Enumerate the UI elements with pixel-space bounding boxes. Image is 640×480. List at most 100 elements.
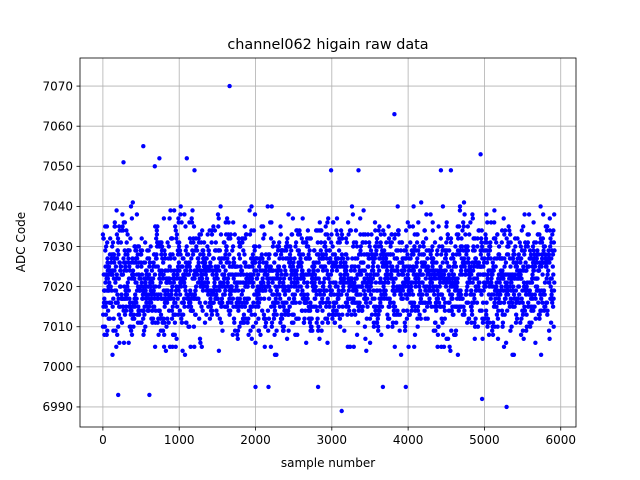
data-point	[469, 272, 474, 277]
data-point	[547, 336, 552, 341]
data-point	[139, 236, 144, 241]
data-point	[307, 308, 313, 313]
data-point	[411, 300, 417, 305]
data-point	[240, 288, 245, 293]
data-point	[382, 248, 387, 253]
data-point	[397, 312, 403, 317]
data-point	[407, 312, 412, 317]
data-point	[424, 292, 430, 297]
data-point	[190, 252, 196, 257]
data-point	[239, 292, 244, 297]
data-point	[286, 296, 292, 301]
data-point	[162, 332, 167, 337]
data-point	[488, 244, 493, 249]
data-point	[363, 336, 368, 341]
data-point	[130, 268, 136, 273]
data-point	[108, 236, 113, 241]
data-point	[169, 292, 174, 297]
data-point	[361, 260, 366, 265]
data-point	[223, 268, 228, 273]
data-point	[427, 284, 432, 289]
data-point	[159, 244, 165, 249]
data-point	[345, 220, 351, 225]
data-point	[264, 260, 269, 265]
data-point	[469, 308, 474, 313]
data-point	[346, 232, 351, 237]
data-point	[101, 236, 106, 241]
data-point	[196, 236, 201, 241]
data-point	[260, 224, 266, 229]
data-point	[342, 276, 347, 281]
data-point	[154, 256, 159, 261]
data-point	[272, 260, 277, 265]
data-point	[193, 312, 198, 317]
data-point	[118, 316, 123, 321]
data-point	[286, 312, 291, 317]
data-point	[327, 280, 333, 285]
data-point	[192, 344, 197, 349]
data-point	[211, 300, 216, 305]
data-point	[129, 216, 135, 221]
data-point	[150, 276, 156, 281]
data-point	[410, 224, 416, 229]
data-point	[450, 296, 455, 301]
data-point	[215, 276, 220, 281]
data-point	[208, 296, 213, 301]
data-point	[287, 252, 293, 257]
data-point	[457, 204, 463, 209]
data-point	[385, 276, 390, 281]
data-point	[241, 272, 246, 277]
data-point	[357, 300, 362, 305]
data-point	[347, 308, 352, 313]
data-point	[197, 336, 203, 341]
data-point	[242, 304, 248, 309]
data-point	[321, 292, 327, 297]
data-point	[187, 260, 192, 265]
data-point	[300, 252, 306, 257]
data-point	[416, 220, 421, 225]
data-point	[461, 256, 467, 261]
data-point	[485, 324, 490, 329]
data-point	[162, 248, 167, 253]
data-point	[236, 252, 242, 257]
data-point	[435, 248, 440, 253]
data-point	[227, 296, 232, 301]
data-point	[261, 236, 266, 241]
data-point	[417, 312, 422, 317]
data-point	[470, 212, 475, 217]
data-point	[524, 312, 529, 317]
data-point	[118, 264, 124, 269]
data-point	[116, 224, 122, 229]
data-point	[155, 320, 160, 325]
data-point	[323, 252, 329, 257]
data-point	[512, 304, 517, 309]
data-point	[327, 300, 332, 305]
data-point	[395, 308, 400, 313]
data-point	[306, 268, 312, 273]
data-point	[200, 228, 205, 233]
data-point	[537, 316, 542, 321]
data-point	[299, 260, 304, 265]
data-point	[423, 300, 428, 305]
data-point	[218, 260, 223, 265]
data-point	[182, 212, 187, 217]
data-point	[456, 308, 461, 313]
data-point	[396, 232, 401, 237]
data-point	[269, 220, 274, 225]
data-point	[176, 260, 182, 265]
data-point	[182, 352, 188, 357]
data-point	[445, 232, 450, 237]
data-point	[254, 276, 260, 281]
data-point	[435, 296, 441, 301]
data-point	[465, 300, 471, 305]
data-point	[484, 248, 489, 253]
data-point	[543, 252, 548, 257]
data-point	[286, 288, 292, 293]
data-point	[295, 332, 300, 337]
data-point	[459, 244, 465, 249]
data-point	[545, 312, 550, 317]
data-point	[114, 256, 120, 261]
data-point-outlier	[141, 144, 146, 149]
data-point	[322, 240, 328, 245]
data-point	[551, 324, 556, 329]
